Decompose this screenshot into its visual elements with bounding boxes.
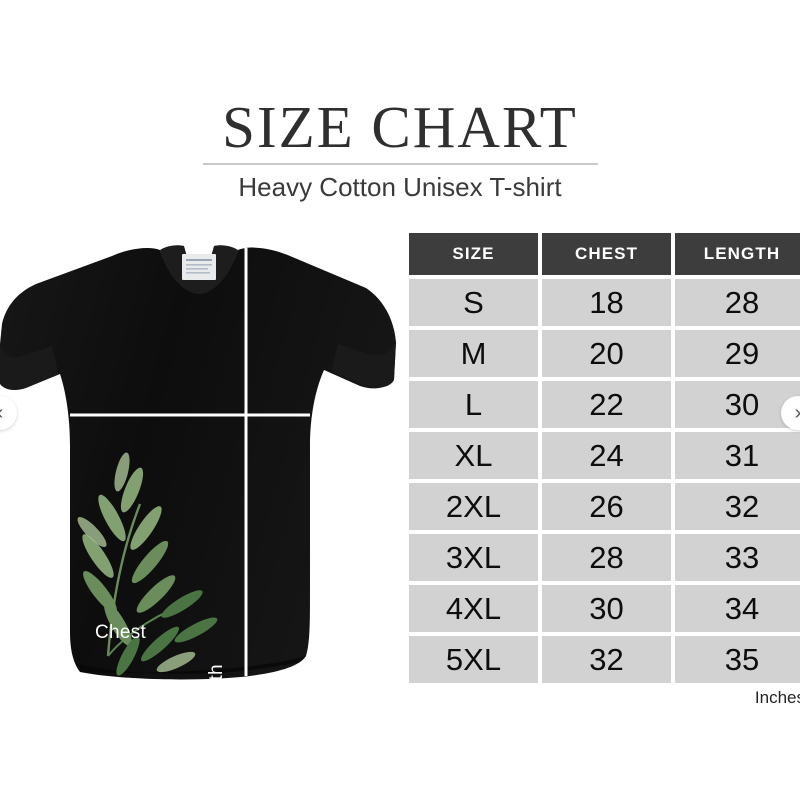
cell-size: L [409,381,538,428]
cell-length: 28 [675,279,800,326]
cell-chest: 18 [542,279,671,326]
table-row: L 22 30 [409,381,800,428]
units-label: Inches [754,688,800,707]
chevron-left-icon: ‹ [0,403,3,423]
brand-tag-icon [182,254,216,280]
length-measure-label: Length [206,664,227,724]
table-row: 3XL 28 33 [409,534,800,581]
cell-length: 30 [675,381,800,428]
cell-chest: 20 [542,330,671,377]
cell-length: 33 [675,534,800,581]
measurement-guides [70,248,310,676]
tshirt-illustration: Chest Length [0,232,400,724]
cell-size: 3XL [409,534,538,581]
cell-size: 5XL [409,636,538,683]
carousel-prev-button[interactable]: ‹ [0,396,17,430]
cell-length: 31 [675,432,800,479]
cell-chest: 22 [542,381,671,428]
shirt-body-shape [0,245,396,680]
cell-chest: 26 [542,483,671,530]
column-header-length: LENGTH [675,233,800,275]
table-row: 4XL 30 34 [409,585,800,632]
cell-length: 35 [675,636,800,683]
cell-chest: 32 [542,636,671,683]
carousel-next-button[interactable]: › [781,396,800,430]
cell-length: 32 [675,483,800,530]
table-row: 5XL 32 35 [409,636,800,683]
table-header-row: SIZE CHEST LENGTH [409,233,800,275]
table-row: S 18 28 [409,279,800,326]
cell-size: XL [409,432,538,479]
cell-size: 4XL [409,585,538,632]
cell-chest: 30 [542,585,671,632]
cell-size: M [409,330,538,377]
chevron-right-icon: › [795,403,800,423]
column-header-chest: CHEST [542,233,671,275]
tshirt-graphic [0,245,396,680]
cell-size: S [409,279,538,326]
column-header-size: SIZE [409,233,538,275]
size-table: SIZE CHEST LENGTH S 18 28 M 20 29 L 22 3… [409,233,800,708]
cell-length: 34 [675,585,800,632]
chest-measure-label: Chest [95,622,147,643]
table-row: XL 24 31 [409,432,800,479]
table-row: M 20 29 [409,330,800,377]
title-divider [202,163,598,165]
foliage-decoration [77,452,218,676]
page-title: SIZE CHART [222,94,578,160]
cell-length: 29 [675,330,800,377]
cell-chest: 24 [542,432,671,479]
cell-chest: 28 [542,534,671,581]
cell-size: 2XL [409,483,538,530]
chart-header: SIZE CHART Heavy Cotton Unisex T-shirt [0,96,800,203]
table-row: 2XL 26 32 [409,483,800,530]
page-subtitle: Heavy Cotton Unisex T-shirt [238,172,562,202]
